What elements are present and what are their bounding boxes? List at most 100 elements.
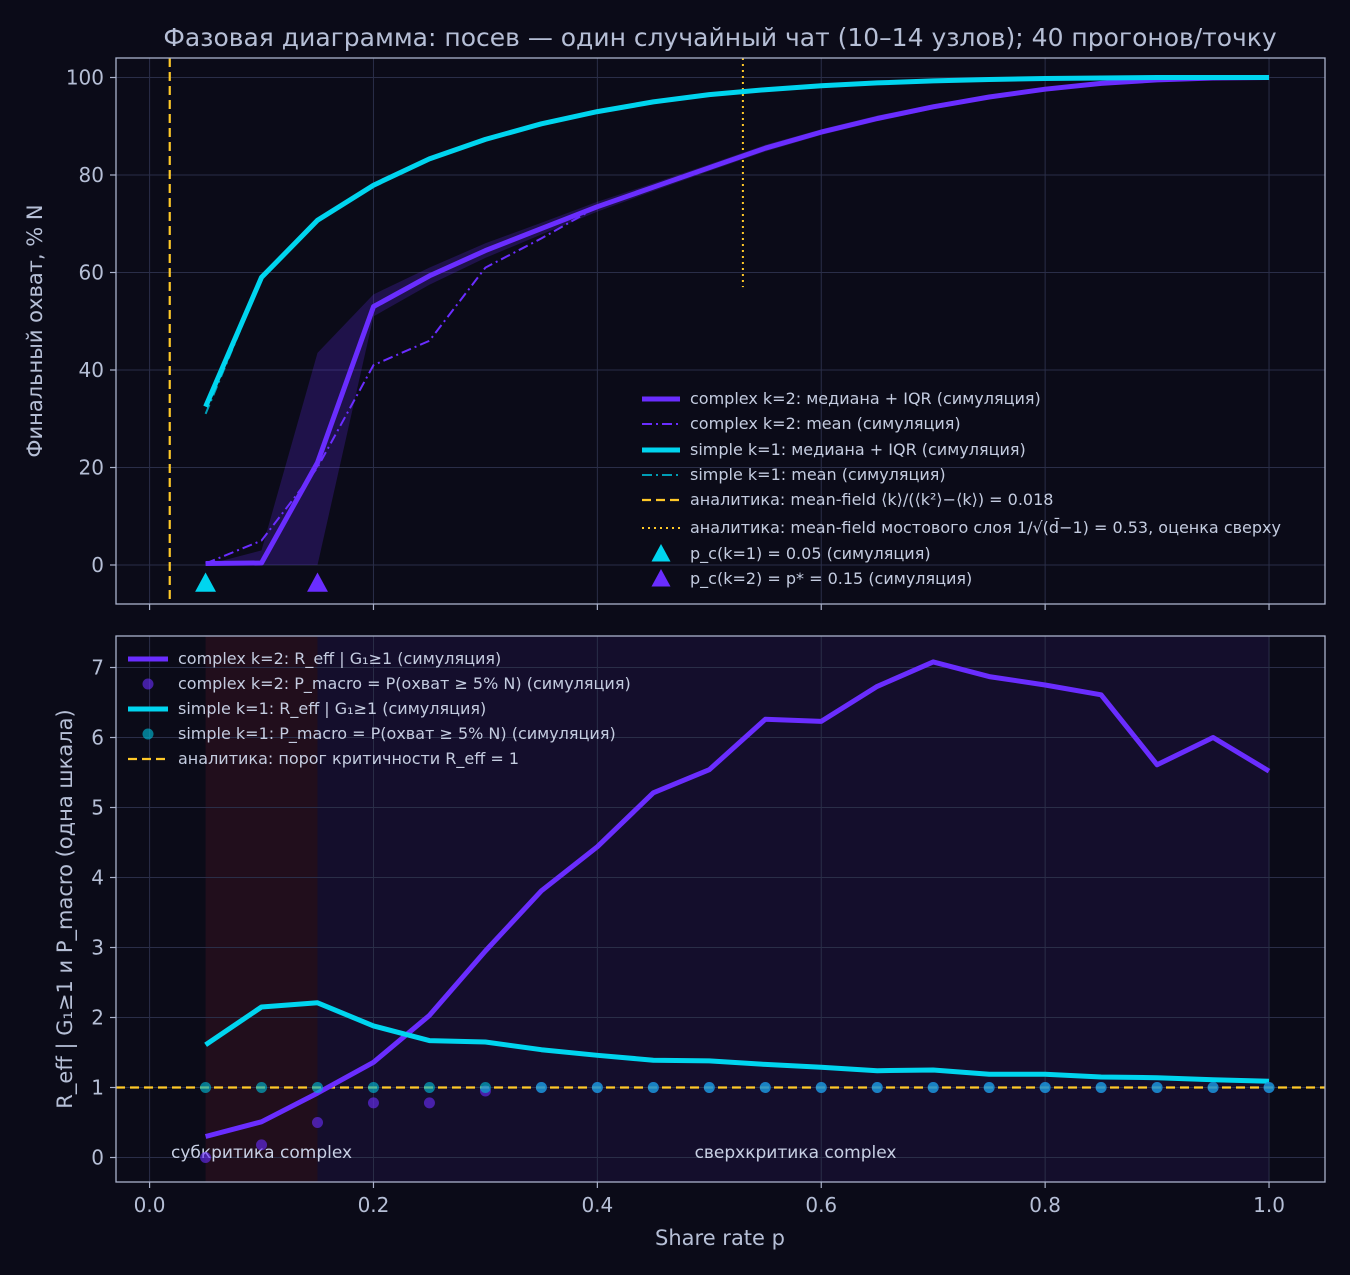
bottom-y-tick-label: 4	[91, 866, 104, 890]
x-axis-label: Share rate p	[655, 1226, 785, 1250]
top-legend-label: complex k=2: медиана + IQR (симуляция)	[690, 389, 1041, 408]
top-legend-label: complex k=2: mean (симуляция)	[690, 414, 961, 433]
simple-reff-line	[204, 1000, 1270, 1084]
simple-median-line	[203, 75, 1269, 408]
top-legend-label: p_c(k=2) = p* = 0.15 (симуляция)	[690, 569, 972, 589]
pc-complex-marker	[307, 572, 328, 592]
supercritical-region	[317, 636, 1270, 1182]
simple-pmacro-point	[200, 1082, 212, 1093]
simple-pmacro-point	[256, 1082, 268, 1093]
simple-pmacro-point	[1207, 1082, 1219, 1093]
simple-pmacro-point	[647, 1082, 659, 1093]
bottom-axis-ticks: 0.0 0.2 0.4 0.6 0.8 1.0 0 1 2 3 4 5 6 7	[91, 656, 1285, 1218]
legend-handle-pc-complex	[651, 569, 671, 587]
top-legend-label: аналитика: mean-field мостового слоя 1/√…	[690, 518, 1281, 537]
x-tick-label: 0.2	[358, 1193, 390, 1217]
legend-handle-simple-pmacro	[142, 728, 154, 740]
bottom-legend-entry: complex k=2: P_macro = P(охват ≥ 5% N) (…	[142, 674, 631, 694]
complex-mean-line	[205, 205, 598, 565]
simple-pmacro-point	[1095, 1082, 1107, 1093]
complex-median-line	[205, 75, 1270, 566]
chart-title: Фазовая диаграмма: посев — один случайны…	[163, 23, 1277, 52]
top-legend-label: simple k=1: mean (симуляция)	[690, 465, 946, 484]
top-y-tick-label: 100	[66, 66, 104, 90]
simple-pmacro-point	[479, 1082, 491, 1093]
simple-pmacro-point	[1151, 1082, 1163, 1093]
top-legend-entry: simple k=1: медиана + IQR (симуляция)	[642, 440, 1026, 459]
simple-pmacro-point	[535, 1082, 547, 1093]
subcritical-region-label: субкритика complex	[171, 1143, 352, 1163]
top-legend-label: simple k=1: медиана + IQR (симуляция)	[690, 440, 1026, 459]
legend-handle-pc-simple	[651, 544, 671, 562]
top-legend-entry: complex k=2: mean (симуляция)	[642, 414, 961, 433]
top-y-tick-label: 80	[79, 163, 104, 187]
simple-pmacro-point	[423, 1082, 435, 1093]
simple-pmacro-point	[703, 1082, 715, 1093]
top-legend-entry: p_c(k=2) = p* = 0.15 (симуляция)	[651, 569, 972, 589]
bottom-legend-label: complex k=2: P_macro = P(охват ≥ 5% N) (…	[178, 674, 631, 694]
top-legend-entry: аналитика: mean-field мостового слоя 1/√…	[642, 518, 1281, 537]
pc-simple-marker	[195, 572, 217, 592]
top-axes-frame	[115, 57, 1326, 605]
complex-pmacro-point	[200, 1152, 212, 1163]
top-legend-label: аналитика: mean-field ⟨k⟩/(⟨k²⟩−⟨k⟩) = 0…	[690, 490, 1053, 509]
top-y-tick-label: 20	[79, 456, 104, 480]
bottom-legend-label: simple k=1: P_macro = P(охват ≥ 5% N) (с…	[178, 724, 616, 744]
x-tick-label: 1.0	[1253, 1193, 1285, 1217]
top-legend-entry: simple k=1: mean (симуляция)	[642, 465, 946, 484]
top-axis-ticks: 0 20 40 60 80 100	[66, 66, 1270, 610]
legend-handle-complex-pmacro	[142, 678, 154, 690]
bottom-y-tick-label: 2	[91, 1006, 104, 1030]
complex-reff-line	[204, 659, 1271, 1139]
x-tick-label: 0.8	[1029, 1193, 1061, 1217]
bottom-y-tick-label: 7	[91, 656, 104, 680]
bottom-legend: complex k=2: R_eff | G₁≥1 (симуляция) com…	[128, 649, 631, 769]
bottom-legend-entry: complex k=2: R_eff | G₁≥1 (симуляция)	[128, 649, 501, 669]
bottom-y-tick-label: 1	[91, 1076, 104, 1100]
bottom-legend-entry: simple k=1: P_macro = P(охват ≥ 5% N) (с…	[142, 724, 616, 744]
top-y-tick-label: 60	[79, 261, 104, 285]
top-y-axis-label: Финальный охват, % N	[23, 204, 47, 457]
top-legend-entry: аналитика: mean-field ⟨k⟩/(⟨k²⟩−⟨k⟩) = 0…	[642, 490, 1053, 509]
bottom-y-axis-label: R_eff | G₁≥1 и P_macro (одна шкала)	[53, 709, 78, 1108]
complex-pmacro-point	[256, 1139, 268, 1151]
simple-pmacro-point	[927, 1082, 939, 1093]
bottom-y-tick-label: 5	[91, 796, 104, 820]
top-plot-area	[168, 58, 1270, 604]
simple-pmacro-point	[871, 1082, 883, 1093]
simple-pmacro-point	[312, 1082, 323, 1093]
x-tick-label: 0.4	[581, 1193, 613, 1217]
simple-pmacro-point	[1039, 1082, 1051, 1093]
top-legend-label: p_c(k=1) = 0.05 (симуляция)	[690, 544, 931, 564]
simple-pmacro-point	[367, 1082, 379, 1093]
bottom-y-tick-label: 3	[91, 936, 104, 960]
top-panel: 0 20 40 60 80 100 Финальный охват, % N comple…	[23, 57, 1326, 610]
bottom-regions	[205, 636, 1270, 1182]
complex-pmacro-point	[423, 1097, 435, 1109]
bottom-plot-area: субкритика complex сверхкритика complex	[116, 659, 1325, 1163]
simple-pmacro-point	[815, 1082, 827, 1093]
top-y-tick-label: 40	[79, 358, 104, 382]
simple-pmacro-point	[983, 1082, 995, 1093]
simple-pmacro-point	[591, 1082, 603, 1093]
top-legend-entry: complex k=2: медиана + IQR (симуляция)	[642, 389, 1041, 408]
top-axes-background	[116, 58, 1325, 604]
bottom-legend-entry: simple k=1: R_eff | G₁≥1 (симуляция)	[128, 699, 486, 719]
bottom-y-tick-label: 6	[91, 726, 104, 750]
supercritical-region-label: сверхкритика complex	[695, 1143, 897, 1163]
top-y-tick-label: 0	[91, 553, 104, 577]
bottom-legend-label: complex k=2: R_eff | G₁≥1 (симуляция)	[178, 649, 501, 669]
bottom-legend-label: simple k=1: R_eff | G₁≥1 (симуляция)	[178, 699, 486, 719]
top-legend-entry: p_c(k=1) = 0.05 (симуляция)	[651, 544, 931, 564]
x-tick-label: 0.0	[134, 1193, 166, 1217]
bottom-grid	[116, 636, 1325, 1182]
simple-pmacro-point	[759, 1082, 771, 1093]
bottom-panel: субкритика complex сверхкритика complex 0…	[53, 635, 1326, 1250]
bottom-legend-entry: аналитика: порог критичности R_eff = 1	[128, 749, 519, 769]
bottom-axes-frame	[115, 635, 1326, 1183]
complex-pmacro-point	[367, 1097, 379, 1109]
top-legend: complex k=2: медиана + IQR (симуляция) co…	[642, 389, 1281, 589]
x-tick-label: 0.6	[805, 1193, 837, 1217]
complex-iqr-band	[205, 77, 1270, 565]
